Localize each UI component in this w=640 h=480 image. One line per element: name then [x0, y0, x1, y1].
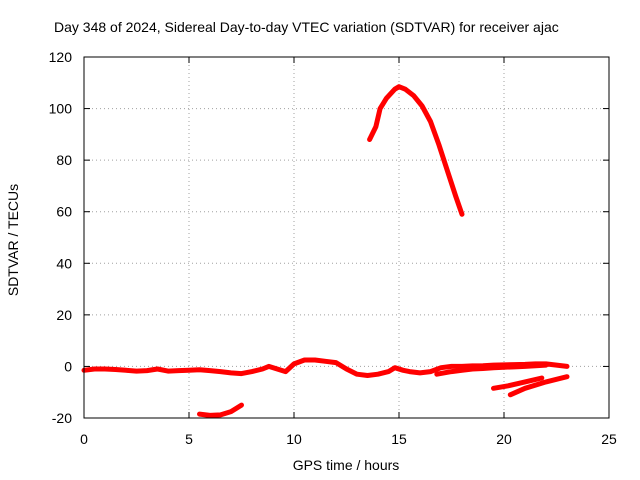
y-tick-label: 20 [56, 307, 72, 323]
x-tick-label: 5 [185, 431, 193, 447]
series-segment-17-22 [434, 362, 549, 377]
y-tick-label: 0 [64, 358, 72, 374]
y-tick-label: 80 [56, 152, 72, 168]
tick-labels: 0 5 10 15 20 25 -20 0 20 40 60 80 100 120 [49, 49, 617, 447]
chart-title: Day 348 of 2024, Sidereal Day-to-day VTE… [54, 19, 559, 35]
series-arc [367, 84, 465, 217]
series-tail-a [491, 375, 545, 391]
x-tick-label: 10 [286, 431, 302, 447]
plot-frame [83, 56, 610, 419]
y-axis-label: SDTVAR / TECUs [5, 184, 21, 296]
series-low-6h [197, 402, 244, 418]
y-tick-label: 100 [49, 101, 73, 117]
y-tick-label: 120 [49, 49, 73, 65]
series-layer [81, 84, 570, 418]
x-tick-label: 15 [391, 431, 407, 447]
y-tick-label: 60 [56, 204, 72, 220]
y-tick-label: 40 [56, 255, 72, 271]
x-tick-label: 25 [601, 431, 617, 447]
x-tick-label: 20 [496, 431, 512, 447]
x-axis-label: GPS time / hours [293, 457, 400, 473]
x-tick-label: 0 [80, 431, 88, 447]
grid [84, 57, 609, 418]
series-tail-b [507, 374, 570, 398]
series-base [81, 357, 570, 378]
y-tick-label: -20 [52, 410, 72, 426]
